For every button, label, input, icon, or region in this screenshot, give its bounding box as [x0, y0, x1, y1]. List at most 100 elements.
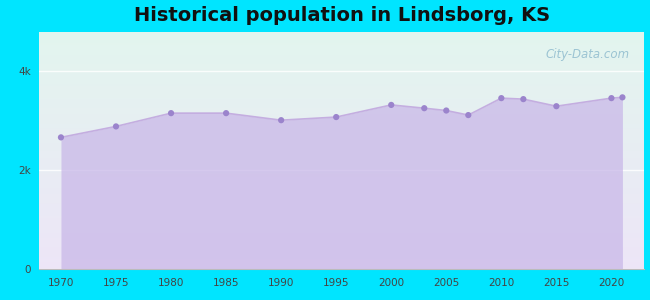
Point — [386, 103, 396, 107]
Point — [221, 111, 231, 116]
Bar — [39, 140, 644, 141]
Bar — [39, 146, 644, 147]
Bar — [39, 210, 644, 211]
Bar — [39, 117, 644, 118]
Bar — [39, 207, 644, 208]
Bar — [39, 171, 644, 172]
Bar — [39, 226, 644, 227]
Bar — [39, 231, 644, 232]
Bar — [39, 96, 644, 97]
Bar — [39, 224, 644, 225]
Bar — [39, 50, 644, 51]
Bar — [39, 249, 644, 250]
Bar — [39, 101, 644, 102]
Bar — [39, 152, 644, 153]
Bar — [39, 166, 644, 167]
Bar — [39, 259, 644, 260]
Bar — [39, 125, 644, 126]
Bar — [39, 161, 644, 162]
Bar — [39, 241, 644, 242]
Bar — [39, 65, 644, 66]
Bar — [39, 214, 644, 215]
Bar — [39, 143, 644, 144]
Bar — [39, 160, 644, 161]
Bar — [39, 75, 644, 76]
Bar — [39, 183, 644, 184]
Bar — [39, 265, 644, 266]
Bar — [39, 58, 644, 59]
Bar — [39, 221, 644, 222]
Point — [618, 95, 628, 100]
Bar — [39, 103, 644, 104]
Bar — [39, 87, 644, 88]
Bar — [39, 258, 644, 259]
Bar — [39, 112, 644, 113]
Bar — [39, 74, 644, 75]
Bar — [39, 144, 644, 145]
Bar — [39, 79, 644, 80]
Bar — [39, 268, 644, 269]
Bar — [39, 254, 644, 255]
Bar — [39, 172, 644, 173]
Bar — [39, 185, 644, 186]
Bar — [39, 187, 644, 188]
Bar — [39, 180, 644, 181]
Bar — [39, 235, 644, 236]
Text: City-Data.com: City-Data.com — [545, 48, 629, 61]
Bar — [39, 59, 644, 60]
Bar — [39, 170, 644, 171]
Bar — [39, 105, 644, 106]
Bar — [39, 244, 644, 245]
Bar — [39, 67, 644, 68]
Bar — [39, 135, 644, 136]
Bar — [39, 91, 644, 92]
Bar — [39, 80, 644, 81]
Bar — [39, 216, 644, 217]
Bar — [39, 102, 644, 103]
Bar — [39, 196, 644, 197]
Bar — [39, 174, 644, 175]
Bar — [39, 128, 644, 129]
Bar — [39, 66, 644, 67]
Bar — [39, 236, 644, 237]
Bar — [39, 167, 644, 168]
Bar — [39, 173, 644, 174]
Bar — [39, 219, 644, 220]
Bar — [39, 83, 644, 84]
Bar — [39, 184, 644, 185]
Bar — [39, 257, 644, 258]
Bar — [39, 47, 644, 48]
Bar — [39, 119, 644, 120]
Bar — [39, 238, 644, 239]
Bar — [39, 34, 644, 35]
Bar — [39, 267, 644, 268]
Bar — [39, 94, 644, 95]
Point — [606, 96, 617, 100]
Bar — [39, 157, 644, 158]
Point — [419, 106, 430, 111]
Bar — [39, 85, 644, 86]
Bar — [39, 130, 644, 131]
Point — [331, 115, 341, 119]
Bar — [39, 55, 644, 56]
Bar — [39, 45, 644, 46]
Bar — [39, 51, 644, 52]
Bar — [39, 82, 644, 83]
Bar — [39, 238, 644, 239]
Bar — [39, 205, 644, 206]
Bar — [39, 155, 644, 156]
Bar — [39, 209, 644, 210]
Bar — [39, 109, 644, 110]
Bar — [39, 250, 644, 251]
Bar — [39, 76, 644, 77]
Bar — [39, 33, 644, 34]
Bar — [39, 165, 644, 166]
Bar — [39, 114, 644, 115]
Bar — [39, 48, 644, 49]
Bar — [39, 138, 644, 139]
Bar — [39, 163, 644, 164]
Point — [111, 124, 121, 129]
Bar — [39, 68, 644, 69]
Bar — [39, 263, 644, 264]
Bar — [39, 156, 644, 157]
